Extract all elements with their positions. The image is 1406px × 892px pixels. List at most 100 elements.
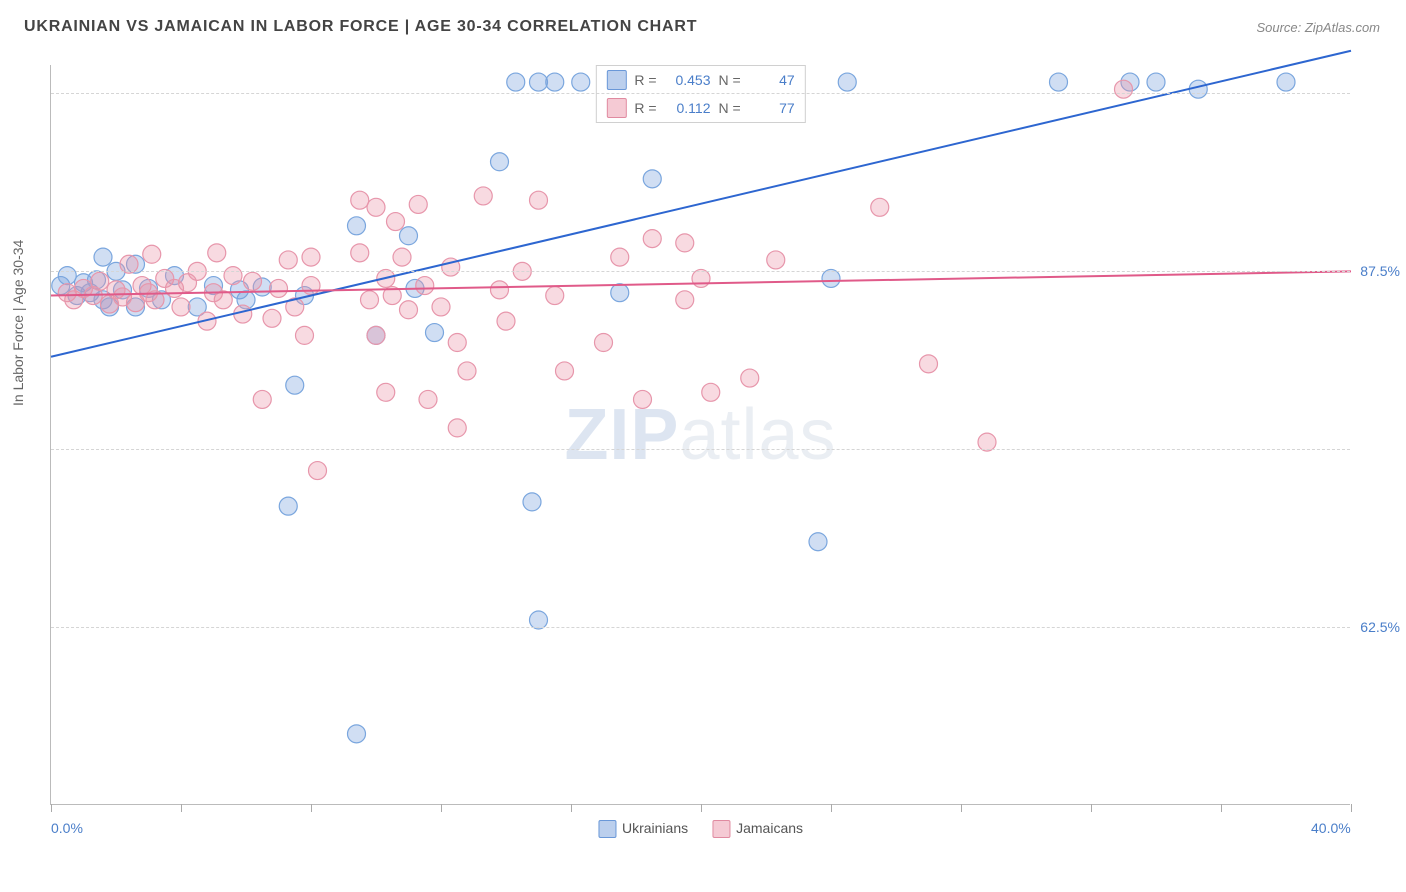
data-point xyxy=(279,497,297,515)
data-point xyxy=(1050,73,1068,91)
data-point xyxy=(523,493,541,511)
data-point xyxy=(556,362,574,380)
data-point xyxy=(387,213,405,231)
data-point xyxy=(208,244,226,262)
data-point xyxy=(91,272,109,290)
data-point xyxy=(497,312,515,330)
stats-row-jamaicans: R = 0.112 N = 77 xyxy=(596,94,804,122)
y-axis-label: In Labor Force | Age 30-34 xyxy=(10,240,26,406)
stats-r-value-pink: 0.112 xyxy=(665,100,711,116)
stats-r-value-blue: 0.453 xyxy=(665,72,711,88)
data-point xyxy=(253,390,271,408)
x-tick xyxy=(311,804,312,812)
legend-item-jamaicans: Jamaicans xyxy=(712,820,803,838)
data-point xyxy=(507,73,525,91)
data-point xyxy=(838,73,856,91)
x-tick xyxy=(571,804,572,812)
legend-swatch-blue xyxy=(598,820,616,838)
data-point xyxy=(214,291,232,309)
x-tick xyxy=(181,804,182,812)
source-label: Source: ZipAtlas.com xyxy=(1256,20,1380,35)
data-point xyxy=(279,251,297,269)
data-point xyxy=(409,195,427,213)
x-tick xyxy=(831,804,832,812)
data-point xyxy=(348,217,366,235)
stats-n-value-pink: 77 xyxy=(749,100,795,116)
data-point xyxy=(809,533,827,551)
gridline xyxy=(51,93,1350,94)
data-point xyxy=(361,291,379,309)
data-point xyxy=(393,248,411,266)
data-point xyxy=(416,277,434,295)
data-point xyxy=(1147,73,1165,91)
data-point xyxy=(702,383,720,401)
data-point xyxy=(595,334,613,352)
x-tick xyxy=(701,804,702,812)
data-point xyxy=(172,298,190,316)
y-tick-label: 87.5% xyxy=(1360,263,1400,279)
data-point xyxy=(348,725,366,743)
data-point xyxy=(351,244,369,262)
data-point xyxy=(676,291,694,309)
data-point xyxy=(871,198,889,216)
data-point xyxy=(426,324,444,342)
x-tick xyxy=(1351,804,1352,812)
data-point xyxy=(448,334,466,352)
data-point xyxy=(302,248,320,266)
data-point xyxy=(302,277,320,295)
data-point xyxy=(58,267,76,285)
data-point xyxy=(643,170,661,188)
data-point xyxy=(611,248,629,266)
data-point xyxy=(491,153,509,171)
data-point xyxy=(270,279,288,297)
data-point xyxy=(643,230,661,248)
stats-n-label: N = xyxy=(719,100,741,116)
data-point xyxy=(94,248,112,266)
x-tick-label: 0.0% xyxy=(51,820,83,836)
stats-swatch-pink xyxy=(606,98,626,118)
data-point xyxy=(920,355,938,373)
x-tick xyxy=(961,804,962,812)
data-point xyxy=(309,462,327,480)
data-point xyxy=(572,73,590,91)
stats-n-value-blue: 47 xyxy=(749,72,795,88)
data-point xyxy=(224,267,242,285)
x-tick xyxy=(51,804,52,812)
data-point xyxy=(244,272,262,290)
data-point xyxy=(400,301,418,319)
legend-label-jamaicans: Jamaicans xyxy=(736,820,803,836)
stats-row-ukrainians: R = 0.453 N = 47 xyxy=(596,66,804,94)
stats-r-label: R = xyxy=(634,72,656,88)
x-tick xyxy=(1091,804,1092,812)
chart-title: UKRAINIAN VS JAMAICAN IN LABOR FORCE | A… xyxy=(24,18,697,36)
data-point xyxy=(286,376,304,394)
legend-label-ukrainians: Ukrainians xyxy=(622,820,688,836)
y-tick-label: 62.5% xyxy=(1360,619,1400,635)
data-point xyxy=(546,73,564,91)
data-point xyxy=(263,309,281,327)
stats-swatch-blue xyxy=(606,70,626,90)
stats-n-label: N = xyxy=(719,72,741,88)
data-point xyxy=(400,227,418,245)
data-point xyxy=(367,198,385,216)
data-point xyxy=(432,298,450,316)
plot-area: ZIPatlas R = 0.453 N = 47 R = 0.112 N = … xyxy=(50,65,1350,805)
data-point xyxy=(351,191,369,209)
stats-r-label: R = xyxy=(634,100,656,116)
data-point xyxy=(419,390,437,408)
data-point xyxy=(767,251,785,269)
data-point xyxy=(634,390,652,408)
data-point xyxy=(676,234,694,252)
data-point xyxy=(491,281,509,299)
x-tick xyxy=(1221,804,1222,812)
data-point xyxy=(546,287,564,305)
chart-svg xyxy=(51,65,1350,804)
gridline xyxy=(51,627,1350,628)
data-point xyxy=(296,326,314,344)
legend-item-ukrainians: Ukrainians xyxy=(598,820,688,838)
data-point xyxy=(458,362,476,380)
data-point xyxy=(367,326,385,344)
data-point xyxy=(474,187,492,205)
gridline xyxy=(51,271,1350,272)
legend: Ukrainians Jamaicans xyxy=(598,820,803,838)
